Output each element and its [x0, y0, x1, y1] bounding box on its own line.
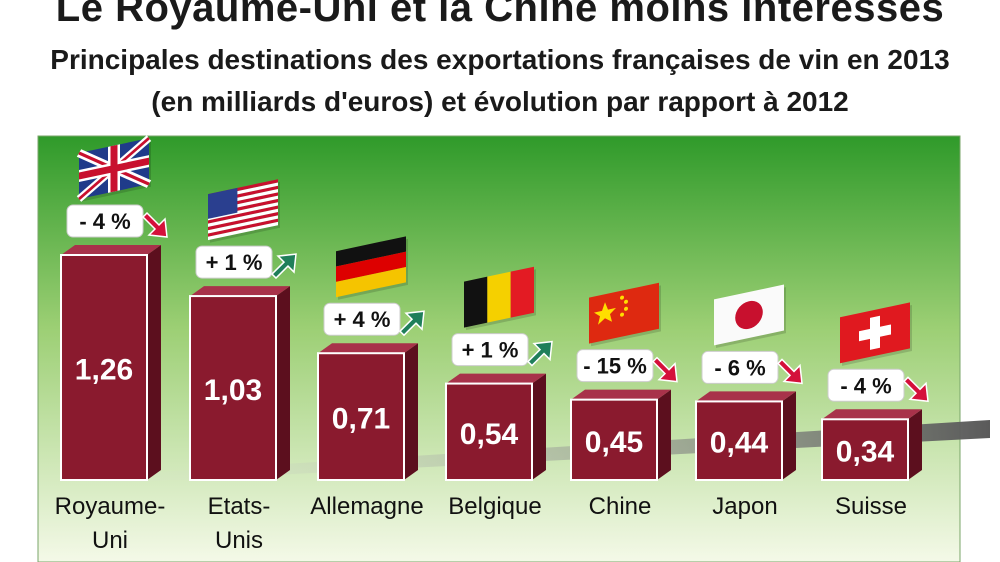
chart-subtitle-line1: Principales destinations des exportation…	[50, 44, 950, 75]
arrow-up-icon	[270, 253, 297, 280]
category-label: Allemagne	[310, 493, 423, 520]
bar-value-label: 1,03	[204, 374, 262, 407]
bar-side	[657, 389, 671, 480]
arrow-down-icon	[141, 211, 168, 238]
change-label: + 1 %	[462, 338, 519, 363]
category-label: Belgique	[448, 493, 541, 520]
arrow-down-icon	[651, 356, 678, 383]
bar-side	[908, 409, 922, 480]
bar-side	[276, 286, 290, 480]
change-label: - 15 %	[583, 354, 647, 379]
change-badge	[701, 350, 779, 384]
bar-group: 0,71 Allemagne + 4 %	[310, 236, 425, 520]
bar-top	[190, 286, 290, 297]
bar	[317, 352, 405, 482]
uk-flag-icon	[76, 135, 152, 202]
change-label: + 1 %	[206, 250, 263, 275]
bar	[60, 254, 148, 481]
arrow-up-icon	[526, 340, 553, 367]
bar	[189, 295, 277, 482]
change-badge	[576, 349, 654, 383]
change-badge	[195, 245, 273, 279]
china-flag-icon	[589, 282, 661, 347]
bar-group: 0,34 Suisse - 4 %	[821, 302, 929, 520]
bar-value-label: 0,44	[710, 427, 769, 460]
change-badge	[451, 333, 529, 367]
category-label: Chine	[589, 493, 652, 520]
bar-group: 0,45 Chine - 15 %	[570, 282, 678, 520]
bar	[570, 398, 658, 481]
arrow-down-icon	[902, 376, 929, 403]
bar-group: 0,44 Japon - 6 %	[695, 284, 803, 520]
japan-flag-icon	[714, 284, 786, 349]
category-label-line2: Uni	[92, 527, 128, 554]
bar	[821, 418, 909, 481]
usa-flag-icon	[208, 179, 280, 243]
bar-side	[147, 245, 161, 480]
bar-side	[532, 373, 546, 480]
bar-side	[782, 391, 796, 480]
change-label: - 4 %	[840, 373, 891, 398]
bar-value-label: 0,45	[585, 426, 643, 459]
switzerland-flag-icon	[840, 302, 912, 366]
bar-top	[61, 245, 161, 255]
bar-top	[446, 373, 546, 384]
bar-value-label: 0,54	[460, 418, 519, 451]
bar-side	[404, 343, 418, 480]
arrow-up-icon	[398, 310, 425, 337]
bar-value-label: 1,26	[75, 354, 133, 387]
change-label: - 4 %	[79, 209, 130, 234]
chart-subtitle-line2: (en milliards d'euros) et évolution par …	[151, 86, 849, 117]
change-label: - 6 %	[714, 355, 765, 380]
category-label: Japon	[712, 493, 777, 520]
germany-flag-icon	[336, 236, 408, 300]
category-label: Suisse	[835, 493, 907, 520]
change-badge	[827, 368, 905, 402]
bar-group: 1,03 Etats- Unis + 1 %	[189, 179, 297, 554]
bar-value-label: 0,71	[332, 403, 390, 436]
change-badge	[66, 204, 144, 238]
bar-group: 1,26 Royaume- Uni - 4 %	[55, 135, 168, 554]
chart-title: Le Royaume-Uni et la Chine moins intéres…	[55, 0, 945, 30]
change-label: + 4 %	[334, 307, 391, 332]
bar-top	[318, 343, 418, 354]
category-label: Etats-	[208, 493, 271, 520]
bar	[695, 400, 783, 481]
bar-top	[696, 391, 796, 402]
category-label-line2: Unis	[215, 527, 263, 554]
bar-value-label: 0,34	[836, 436, 895, 469]
bar	[445, 382, 533, 482]
belgium-flag-icon	[464, 266, 536, 331]
bar-top	[822, 409, 922, 420]
arrow-down-icon	[776, 358, 803, 385]
bar-group: 0,54 Belgique + 1 %	[445, 266, 553, 520]
category-label: Royaume-	[55, 493, 166, 520]
change-badge	[323, 302, 401, 336]
bar-top	[571, 389, 671, 400]
